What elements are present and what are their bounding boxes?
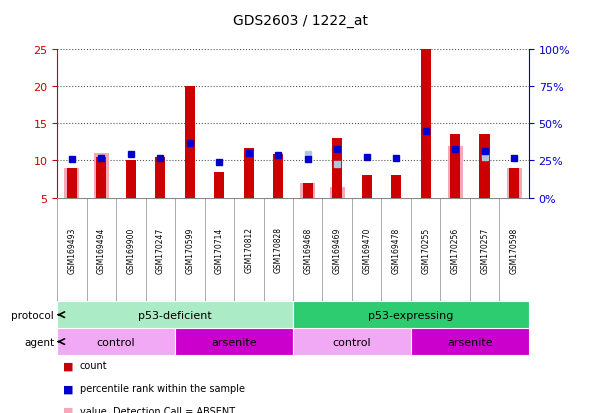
Bar bbox=[332, 139, 343, 198]
Text: protocol: protocol bbox=[11, 310, 54, 320]
Bar bbox=[507, 169, 522, 198]
Text: GSM169493: GSM169493 bbox=[67, 227, 76, 273]
Text: GSM170599: GSM170599 bbox=[185, 227, 194, 273]
Bar bbox=[57, 328, 175, 355]
Text: ■: ■ bbox=[63, 406, 73, 413]
Bar bbox=[362, 176, 372, 198]
Text: GSM169469: GSM169469 bbox=[333, 227, 342, 273]
Text: GSM170828: GSM170828 bbox=[273, 227, 282, 273]
Bar bbox=[480, 135, 490, 198]
Text: GDS2603 / 1222_at: GDS2603 / 1222_at bbox=[233, 14, 368, 28]
Text: GSM170812: GSM170812 bbox=[244, 227, 253, 273]
Bar bbox=[57, 301, 293, 328]
Bar bbox=[175, 328, 293, 355]
Text: GSM170247: GSM170247 bbox=[156, 227, 165, 273]
Bar bbox=[302, 183, 313, 198]
Text: GSM170256: GSM170256 bbox=[451, 227, 460, 273]
Bar bbox=[293, 301, 529, 328]
Bar bbox=[273, 155, 284, 198]
Bar bbox=[126, 161, 136, 198]
Bar bbox=[293, 328, 411, 355]
Text: GSM170714: GSM170714 bbox=[215, 227, 224, 273]
Bar bbox=[300, 183, 315, 198]
Text: percentile rank within the sample: percentile rank within the sample bbox=[80, 383, 245, 393]
Text: arsenite: arsenite bbox=[447, 337, 493, 347]
Bar bbox=[67, 169, 77, 198]
Text: p53-expressing: p53-expressing bbox=[368, 310, 454, 320]
Text: GSM170598: GSM170598 bbox=[510, 227, 519, 273]
Text: GSM169900: GSM169900 bbox=[126, 227, 135, 273]
Text: value, Detection Call = ABSENT: value, Detection Call = ABSENT bbox=[80, 406, 235, 413]
Text: ■: ■ bbox=[63, 383, 73, 393]
Bar bbox=[330, 187, 344, 198]
Bar bbox=[96, 157, 106, 198]
Bar bbox=[391, 176, 401, 198]
Text: GSM169494: GSM169494 bbox=[97, 227, 106, 273]
Text: GSM169478: GSM169478 bbox=[392, 227, 401, 273]
Bar bbox=[94, 154, 109, 198]
Bar bbox=[450, 135, 460, 198]
Text: ■: ■ bbox=[63, 361, 73, 370]
Bar bbox=[509, 169, 519, 198]
Bar bbox=[421, 50, 431, 198]
Text: GSM169470: GSM169470 bbox=[362, 227, 371, 273]
Bar bbox=[214, 172, 224, 198]
Text: GSM170257: GSM170257 bbox=[480, 227, 489, 273]
Bar bbox=[411, 328, 529, 355]
Text: arsenite: arsenite bbox=[211, 337, 257, 347]
Bar bbox=[155, 157, 165, 198]
Text: GSM170255: GSM170255 bbox=[421, 227, 430, 273]
Text: agent: agent bbox=[24, 337, 54, 347]
Bar bbox=[64, 169, 79, 198]
Bar bbox=[243, 148, 254, 198]
Bar bbox=[185, 87, 195, 198]
Text: control: control bbox=[332, 337, 371, 347]
Text: control: control bbox=[97, 337, 135, 347]
Text: p53-deficient: p53-deficient bbox=[138, 310, 212, 320]
Text: GSM169468: GSM169468 bbox=[304, 227, 313, 273]
Text: count: count bbox=[80, 361, 108, 370]
Bar bbox=[448, 146, 463, 198]
